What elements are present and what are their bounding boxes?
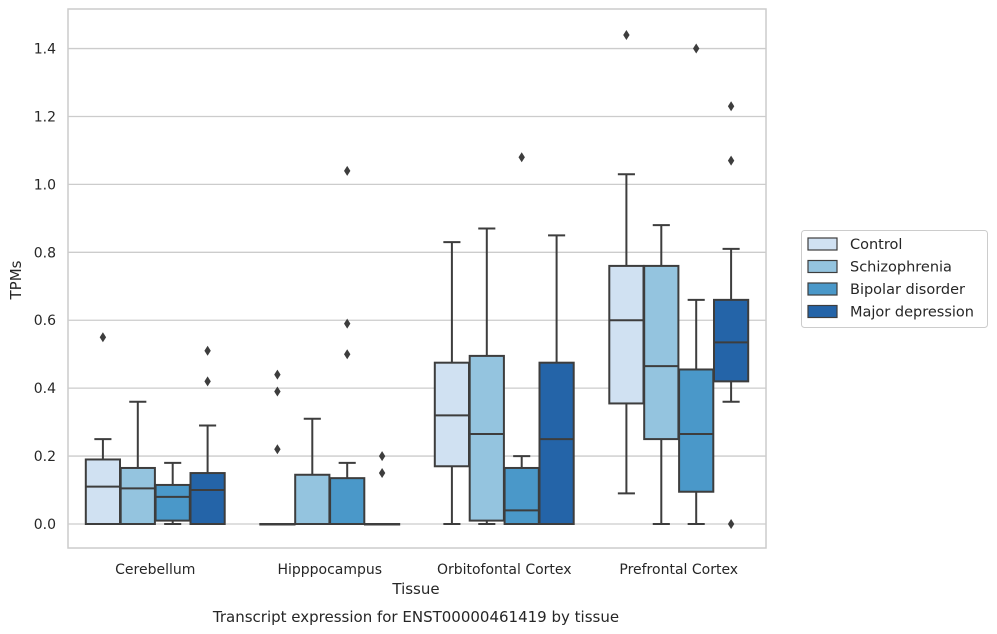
box-2-0 — [433, 241, 471, 525]
legend-swatch — [807, 259, 838, 274]
plot-frame — [67, 8, 767, 549]
y-tick-label: 1.4 — [34, 42, 56, 58]
y-tick-label: 1.0 — [34, 177, 56, 193]
box-iqr — [189, 472, 226, 525]
box-2-3 — [538, 234, 575, 525]
y-tick-label: 0.6 — [34, 313, 56, 329]
box-iqr — [608, 264, 645, 405]
legend-label: Control — [850, 237, 902, 253]
outlier-point — [727, 519, 735, 529]
box-iqr — [503, 466, 540, 526]
box-1-1 — [294, 417, 331, 525]
outlier-point — [378, 451, 386, 462]
x-tick-label: Orbitofontal Cortex — [437, 562, 572, 578]
outlier-point — [99, 332, 107, 343]
y-tick-label: 0.2 — [34, 449, 56, 465]
legend-swatch — [807, 282, 838, 296]
x-ticks: Cerebellum Hipppocampus Orbitofontal Corte… — [115, 562, 738, 578]
y-axis-label: TPMs — [7, 260, 25, 300]
outlier-point — [727, 101, 735, 112]
gridlines — [68, 47, 766, 525]
y-tick-label: 0.0 — [34, 517, 56, 533]
outlier-point — [274, 369, 281, 380]
box-iqr — [538, 361, 575, 525]
box-0-2 — [154, 461, 191, 525]
y-ticks: 0.0 0.2 0.4 0.6 0.8 1.0 1.2 1.4 — [34, 42, 56, 533]
legend: Control Schizophrenia Bipolar disorder Majo… — [801, 230, 988, 328]
outlier-point — [344, 318, 351, 329]
box-2-1 — [468, 227, 505, 525]
outlier-point — [344, 165, 351, 176]
legend-label: Bipolar disorder — [850, 282, 965, 298]
outlier-point — [623, 29, 630, 40]
box-iqr — [84, 458, 122, 526]
legend-label: Schizophrenia — [850, 260, 952, 276]
box-3-0 — [608, 29, 645, 495]
box-iqr — [468, 354, 505, 522]
box-3-3 — [712, 101, 750, 529]
outlier-point — [518, 152, 525, 163]
box-iqr — [712, 298, 750, 383]
box-iqr — [329, 477, 366, 525]
outlier-point — [344, 349, 351, 360]
x-tick-label: Cerebellum — [115, 562, 195, 578]
box-0-0 — [84, 332, 122, 526]
x-axis-label: Tissue — [391, 580, 439, 598]
box-1-0 — [259, 369, 296, 526]
legend-label: Major depression — [850, 305, 974, 321]
outlier-point — [693, 43, 700, 54]
legend-swatch — [807, 304, 838, 319]
box-0-1 — [119, 400, 156, 526]
box-iqr — [678, 368, 715, 493]
chart-title: Transcript expression for ENST0000046141… — [212, 608, 619, 626]
legend-swatch — [807, 237, 838, 251]
box-3-1 — [643, 224, 680, 525]
box-iqr — [294, 473, 331, 525]
box-2-2 — [503, 152, 540, 526]
outlier-point — [274, 444, 281, 455]
outlier-point — [274, 386, 281, 397]
box-1-3 — [363, 451, 401, 526]
y-tick-label: 0.8 — [34, 245, 56, 261]
box-1-2 — [329, 165, 366, 525]
boxes — [84, 29, 750, 529]
box-iqr — [643, 264, 680, 441]
box-3-2 — [678, 43, 715, 525]
x-tick-label: Hipppocampus — [277, 562, 382, 578]
box-iqr — [119, 466, 156, 526]
outlier-point — [378, 468, 386, 479]
x-tick-label: Prefrontal Cortex — [619, 562, 738, 578]
outlier-point — [204, 376, 211, 387]
outlier-point — [727, 155, 735, 166]
box-iqr — [154, 483, 191, 522]
y-tick-label: 1.2 — [34, 109, 56, 125]
y-tick-label: 0.4 — [34, 381, 56, 397]
legend-frame — [801, 230, 988, 328]
box-0-3 — [189, 345, 226, 525]
outlier-point — [204, 345, 211, 356]
